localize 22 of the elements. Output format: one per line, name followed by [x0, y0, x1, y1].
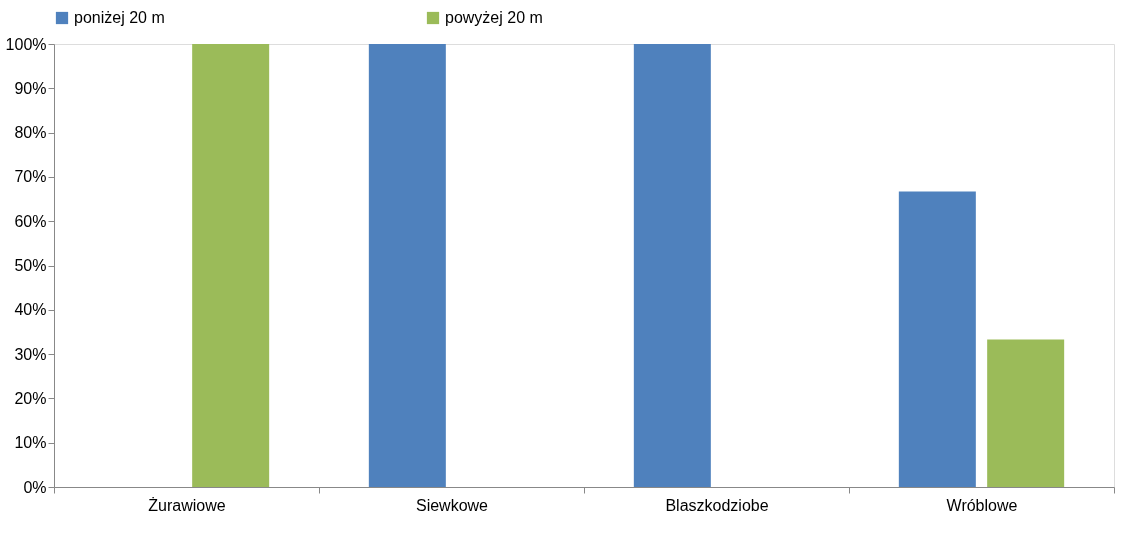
y-tick-label: 60% — [14, 212, 47, 230]
y-tick-label: 80% — [14, 124, 47, 142]
y-tick-label: 30% — [14, 345, 47, 363]
x-tick-label: Wróblowe — [946, 496, 1018, 514]
bar — [987, 339, 1065, 487]
x-tick-label: Siewkowe — [415, 496, 489, 514]
y-tick-label: 90% — [14, 79, 47, 97]
bar — [633, 44, 711, 487]
y-tick-label: 70% — [14, 168, 47, 186]
bar — [898, 191, 976, 487]
legend-label: powyżej 20 m — [445, 9, 543, 26]
y-tick-label: 50% — [14, 257, 47, 274]
x-tick-label: Żurawiowe — [148, 495, 226, 514]
legend-label: poniżej 20 m — [74, 9, 165, 26]
bar — [192, 44, 270, 487]
y-tick-label: 20% — [14, 389, 47, 407]
y-tick-label: 100% — [5, 35, 47, 53]
y-tick-label: 40% — [14, 301, 47, 319]
x-tick-label: Blaszkodziobe — [665, 496, 769, 514]
y-tick-label: 10% — [14, 434, 47, 452]
bar — [368, 44, 446, 487]
y-tick-label: 0% — [23, 478, 47, 496]
